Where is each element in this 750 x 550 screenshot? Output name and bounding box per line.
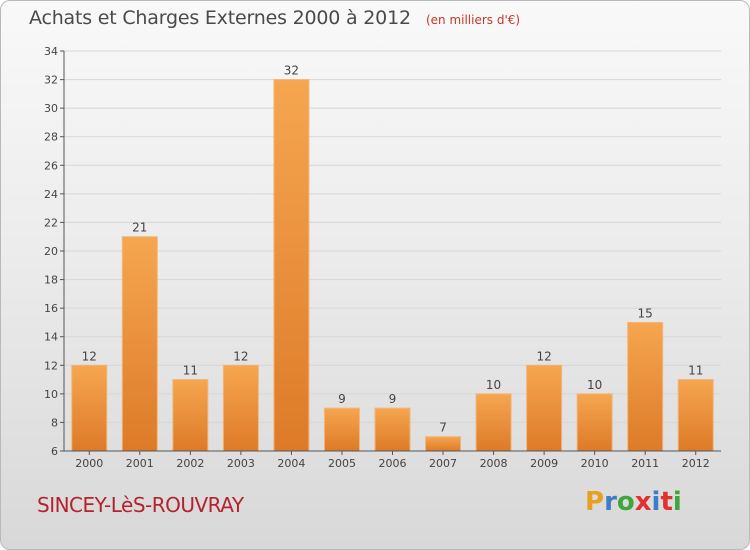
x-tick-label: 2012 [682,457,710,470]
bar-value-label: 10 [587,378,602,392]
y-tick-label: 20 [44,245,58,258]
bar-value-label: 12 [82,349,97,363]
x-tick-label: 2007 [429,457,457,470]
y-tick-label: 22 [44,216,58,229]
bar-value-label: 9 [338,392,346,406]
y-tick-label: 12 [44,359,58,372]
y-tick-label: 16 [44,302,58,315]
title-row: Achats et Charges Externes 2000 à 2012 (… [29,7,520,29]
brand-letter: x [634,487,652,517]
y-tick-label: 26 [44,159,58,172]
x-tick-label: 2009 [530,457,558,470]
brand-letter: P [585,487,605,517]
y-tick-label: 32 [44,74,58,87]
brand-logo: Proxiti [585,487,682,517]
x-tick-label: 2001 [126,457,154,470]
chart-subtitle: (en milliers d'€) [425,13,521,27]
y-tick-label: 28 [44,131,58,144]
bar-value-label: 32 [284,64,299,78]
bar-value-label: 11 [688,364,703,378]
bar [526,364,563,452]
y-tick-label: 24 [44,188,58,201]
x-tick-label: 2004 [277,457,305,470]
bar-value-label: 7 [439,421,447,435]
x-tick-label: 2002 [176,457,204,470]
bar-value-label: 12 [536,349,551,363]
brand-letter: r [604,487,617,517]
bar [677,379,714,452]
brand-letter: t [660,487,673,517]
x-tick-label: 2003 [227,457,255,470]
y-tick-label: 10 [44,388,58,401]
bar [273,79,310,452]
bar [475,393,512,452]
brand-letter: i [672,487,682,517]
x-tick-label: 2008 [480,457,508,470]
bar [576,393,613,452]
brand-letter: o [616,487,635,517]
y-tick-label: 30 [44,102,58,115]
bar [627,321,664,452]
x-tick-label: 2005 [328,457,356,470]
bar-value-label: 21 [132,221,147,235]
x-tick-label: 2006 [379,457,407,470]
x-tick-label: 2010 [581,457,609,470]
x-tick-label: 2000 [75,457,103,470]
y-tick-label: 6 [51,445,58,458]
bar-value-label: 9 [389,392,397,406]
y-tick-label: 18 [44,274,58,287]
chart-title: Achats et Charges Externes 2000 à 2012 [29,7,411,29]
x-tick-label: 2011 [631,457,659,470]
bar-value-label: 10 [486,378,501,392]
bar-value-label: 15 [638,306,653,320]
y-tick-label: 14 [44,331,58,344]
y-tick-label: 8 [51,416,58,429]
bar-value-label: 11 [183,364,198,378]
bar [121,236,158,452]
bar [425,436,462,452]
bar [323,407,360,452]
y-tick-label: 34 [44,45,58,58]
bar-chart: 6 8 10 12 14 16 18 20 22 24 26 28 30 32 34 12 2000 21 2001… [44,45,721,470]
bar [71,364,108,452]
brand-letter: i [651,487,661,517]
bar-value-label: 12 [233,349,248,363]
bar [172,379,209,452]
bar [222,364,259,452]
commune-name: SINCEY-LèS-ROUVRAY [37,493,244,517]
bar [374,407,411,452]
